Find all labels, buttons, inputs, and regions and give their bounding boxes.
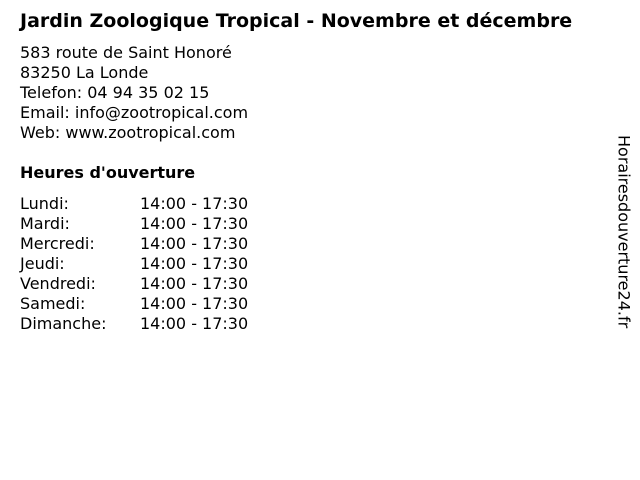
hours-row: Mercredi: 14:00 - 17:30 xyxy=(20,234,248,254)
phone: Telefon: 04 94 35 02 15 xyxy=(20,83,210,102)
street-address: 583 route de Saint Honoré xyxy=(20,43,232,62)
hours-row: Mardi: 14:00 - 17:30 xyxy=(20,214,248,234)
hours-row: Dimanche: 14:00 - 17:30 xyxy=(20,314,248,334)
day-label: Vendredi: xyxy=(20,274,96,293)
time-range: 14:00 - 17:30 xyxy=(140,234,249,253)
email-link[interactable]: Email: info@zootropical.com xyxy=(20,103,249,122)
city: 83250 La Londe xyxy=(20,63,149,82)
hours-table: Lundi: 14:00 - 17:30 Mardi: 14:00 - 17:30 … xyxy=(20,194,248,334)
hours-row: Lundi: 14:00 - 17:30 xyxy=(20,194,248,214)
hours-row: Jeudi: 14:00 - 17:30 xyxy=(20,254,248,274)
day-label: Dimanche: xyxy=(20,314,107,333)
time-range: 14:00 - 17:30 xyxy=(140,294,249,313)
time-range: 14:00 - 17:30 xyxy=(140,274,249,293)
time-range: 14:00 - 17:30 xyxy=(140,194,249,213)
day-label: Jeudi: xyxy=(20,254,65,273)
page-title: Jardin Zoologique Tropical - Novembre et… xyxy=(20,10,573,32)
contact-info: 583 route de Saint Honoré 83250 La Londe… xyxy=(20,43,248,143)
time-range: 14:00 - 17:30 xyxy=(140,254,249,273)
side-credit: Horairesdouverture24.fr xyxy=(614,135,634,329)
day-label: Lundi: xyxy=(20,194,69,213)
day-label: Samedi: xyxy=(20,294,86,313)
web-link[interactable]: Web: www.zootropical.com xyxy=(20,123,236,142)
time-range: 14:00 - 17:30 xyxy=(140,214,249,233)
time-range: 14:00 - 17:30 xyxy=(140,314,249,333)
hours-row: Samedi: 14:00 - 17:30 xyxy=(20,294,248,314)
day-label: Mardi: xyxy=(20,214,70,233)
hours-row: Vendredi: 14:00 - 17:30 xyxy=(20,274,248,294)
hours-heading: Heures d'ouverture xyxy=(20,163,196,182)
day-label: Mercredi: xyxy=(20,234,95,253)
